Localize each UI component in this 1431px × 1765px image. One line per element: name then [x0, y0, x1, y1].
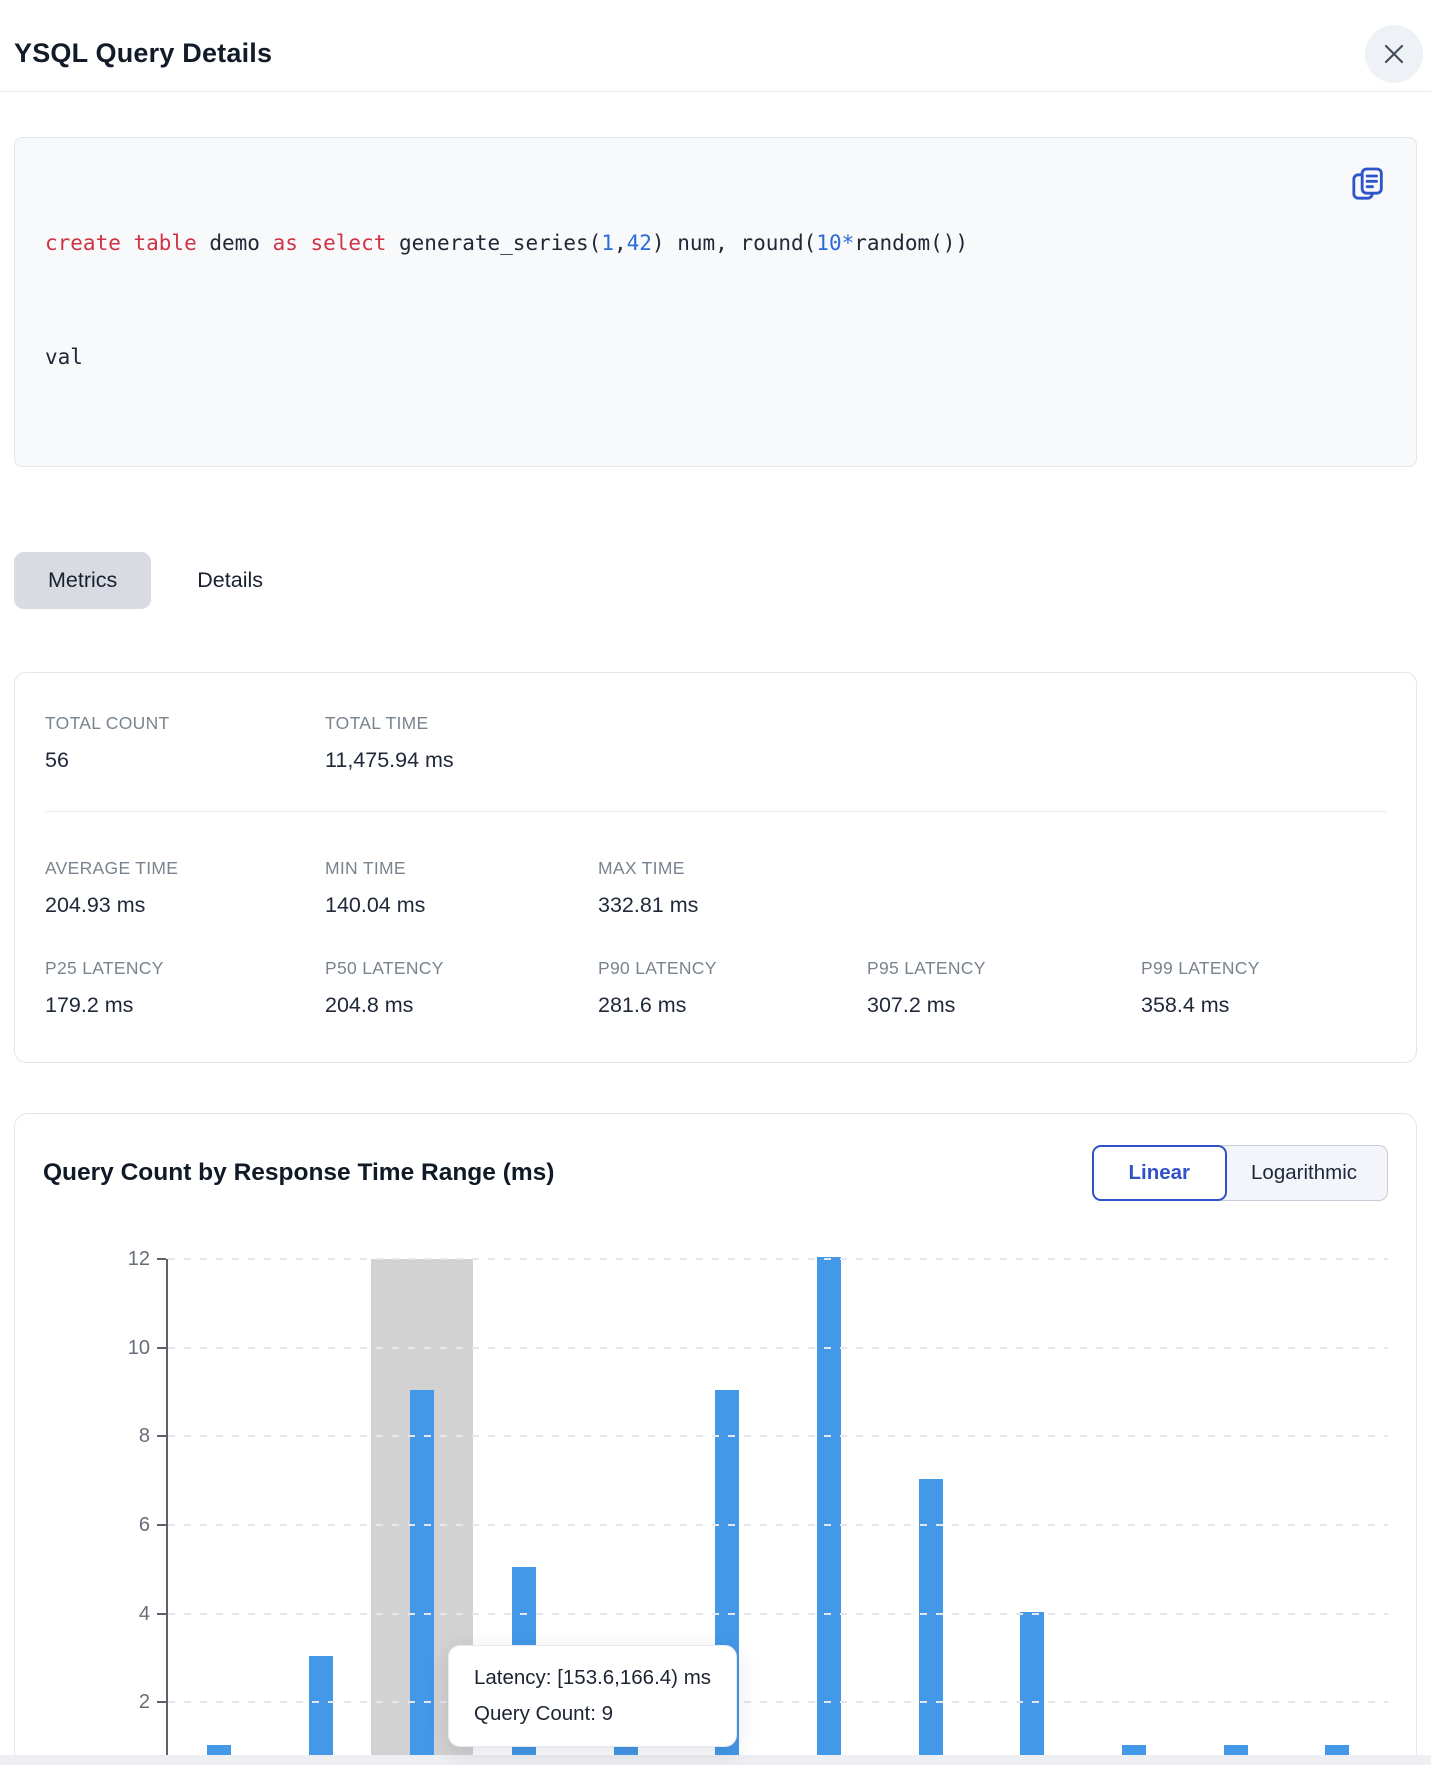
stat-average-time: AVERAGE TIME 204.93 ms — [45, 858, 325, 918]
band — [168, 1259, 270, 1765]
stat-p90-latency: P90 LATENCY 281.6 ms — [598, 958, 867, 1018]
y-tick-mark — [157, 1435, 166, 1438]
copy-button[interactable] — [1326, 164, 1388, 204]
stat-label: TOTAL COUNT — [45, 713, 170, 733]
latency-histogram-panel: Query Count by Response Time Range (ms) … — [14, 1113, 1417, 1765]
stat-row-times: AVERAGE TIME 204.93 ms MIN TIME 140.04 m… — [45, 858, 1386, 918]
band — [981, 1259, 1083, 1765]
y-axis: 024681012 — [43, 1248, 166, 1765]
y-axis-label: 8 — [138, 1425, 150, 1448]
linear-button[interactable]: Linear — [1091, 1145, 1228, 1201]
page-title: YSQL Query Details — [14, 38, 273, 68]
stat-max-time: MAX TIME 332.81 ms — [598, 858, 867, 918]
stat-min-time: MIN TIME 140.04 ms — [325, 858, 598, 918]
band — [270, 1259, 372, 1765]
gridline — [168, 1701, 1388, 1704]
stat-value: 204.93 ms — [45, 893, 146, 917]
close-icon — [1382, 42, 1406, 66]
y-tick-mark — [157, 1346, 166, 1349]
sql-line-1: create table demo as select generate_ser… — [45, 231, 969, 255]
copy-icon — [1326, 167, 1388, 211]
stat-total-count: TOTAL COUNT 56 — [45, 713, 325, 773]
stat-p99-latency: P99 LATENCY 358.4 ms — [1141, 958, 1386, 1018]
gridline — [168, 1258, 1388, 1260]
logarithmic-button[interactable]: Logarithmic — [1221, 1145, 1388, 1201]
y-axis-label: 2 — [138, 1691, 150, 1714]
divider — [45, 811, 1386, 812]
y-tick-mark — [157, 1524, 166, 1526]
stat-value: 358.4 ms — [1141, 993, 1230, 1017]
band — [880, 1259, 982, 1765]
bar-bands — [168, 1257, 1388, 1765]
y-tick-mark — [157, 1612, 166, 1615]
sql-query-code: create table demo as select generate_ser… — [14, 137, 1417, 467]
stat-value: 281.6 ms — [598, 993, 687, 1017]
modal-header: YSQL Query Details — [0, 0, 1431, 92]
stat-p95-latency: P95 LATENCY 307.2 ms — [867, 958, 1141, 1018]
tooltip-latency: Latency: [153.6,166.4) ms — [474, 1666, 712, 1689]
stat-label: P95 LATENCY — [867, 958, 986, 978]
plot-area: Latency: [153.6,166.4) ms Query Count: 9 — [157, 1257, 1388, 1765]
y-axis-label: 6 — [138, 1514, 150, 1536]
histogram-bar[interactable] — [918, 1478, 943, 1765]
stat-value: 204.8 ms — [325, 993, 414, 1017]
tab-metrics[interactable]: Metrics — [14, 552, 152, 609]
metrics-panel: TOTAL COUNT 56 TOTAL TIME 11,475.94 ms A… — [14, 672, 1417, 1063]
band — [1083, 1259, 1185, 1765]
gridline — [168, 1346, 1388, 1349]
stat-p25-latency: P25 LATENCY 179.2 ms — [45, 958, 325, 1018]
stat-total-time: TOTAL TIME 11,475.94 ms — [325, 713, 598, 773]
stat-value: 140.04 ms — [325, 893, 426, 917]
stat-label: MAX TIME — [598, 858, 685, 878]
y-axis-label: 10 — [127, 1336, 150, 1359]
stat-value: 179.2 ms — [45, 993, 134, 1017]
stat-label: P99 LATENCY — [1141, 958, 1260, 978]
band — [1286, 1259, 1388, 1765]
band — [778, 1257, 880, 1765]
modal-bottom-edge — [0, 1755, 1431, 1765]
chart-title: Query Count by Response Time Range (ms) — [43, 1159, 555, 1186]
scale-toggle: Linear Logarithmic — [1091, 1145, 1388, 1201]
y-axis-label: 12 — [127, 1248, 150, 1270]
stat-label: P50 LATENCY — [325, 958, 444, 978]
histogram-bar[interactable] — [308, 1656, 333, 1765]
gridline — [168, 1612, 1388, 1615]
stat-label: P90 LATENCY — [598, 958, 717, 978]
gridline — [168, 1435, 1388, 1438]
stat-value: 332.81 ms — [598, 893, 699, 917]
chart-tooltip: Latency: [153.6,166.4) ms Query Count: 9 — [448, 1645, 738, 1747]
tab-bar: Metrics Details — [14, 552, 1417, 609]
histogram-bar[interactable] — [1020, 1611, 1045, 1765]
stat-label: P25 LATENCY — [45, 958, 164, 978]
stat-label: AVERAGE TIME — [45, 858, 179, 878]
y-tick-mark — [157, 1701, 166, 1704]
tooltip-count: Query Count: 9 — [474, 1702, 614, 1725]
stat-row-totals: TOTAL COUNT 56 TOTAL TIME 11,475.94 ms — [45, 713, 1386, 773]
stat-value: 56 — [45, 748, 69, 772]
gridline — [168, 1524, 1388, 1526]
close-button[interactable] — [1365, 24, 1423, 83]
y-axis-label: 4 — [138, 1602, 150, 1625]
sql-line-2: val — [45, 345, 83, 369]
histogram-bar[interactable] — [816, 1257, 841, 1765]
band — [1185, 1259, 1287, 1765]
chart-plot-row: 024681012 Latency: [153.6,166.4) ms Quer… — [43, 1248, 1388, 1765]
histogram-bar[interactable] — [410, 1390, 435, 1765]
stat-p50-latency: P50 LATENCY 204.8 ms — [325, 958, 598, 1018]
stat-label: MIN TIME — [325, 858, 406, 878]
y-tick-mark — [157, 1258, 166, 1260]
stat-value: 11,475.94 ms — [325, 748, 454, 772]
stat-row-latencies: P25 LATENCY 179.2 ms P50 LATENCY 204.8 m… — [45, 958, 1386, 1018]
stat-value: 307.2 ms — [867, 993, 956, 1017]
stat-label: TOTAL TIME — [325, 713, 429, 733]
tab-details[interactable]: Details — [197, 568, 263, 592]
chart-header: Query Count by Response Time Range (ms) … — [43, 1144, 1388, 1202]
